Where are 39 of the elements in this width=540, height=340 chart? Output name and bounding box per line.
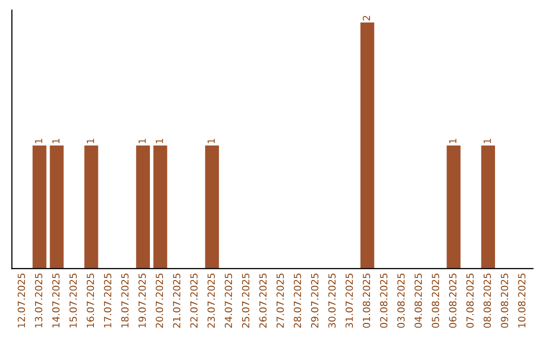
x-tick-label: 19.07.2025 <box>138 274 146 328</box>
x-tick-label: 21.07.2025 <box>172 274 180 328</box>
x-tick-label: 09.08.2025 <box>500 274 508 328</box>
x-tick-label: 03.08.2025 <box>397 274 405 328</box>
x-tick-label: 02.08.2025 <box>380 274 388 328</box>
x-tick-label: 04.08.2025 <box>414 274 422 328</box>
x-tick-label: 06.08.2025 <box>449 274 456 328</box>
data-label: 1 <box>208 138 215 144</box>
x-tick-label: 08.08.2025 <box>484 274 491 328</box>
x-tick-label: 23.07.2025 <box>208 274 215 328</box>
data-label: 1 <box>35 138 42 144</box>
x-tick-label: 26.07.2025 <box>259 274 267 328</box>
data-label: 1 <box>52 138 60 144</box>
x-tick-label: 01.08.2025 <box>362 274 370 328</box>
x-tick-label: 29.07.2025 <box>311 274 318 328</box>
data-label: 1 <box>156 138 163 144</box>
x-tick-label: 14.07.2025 <box>52 274 60 328</box>
x-tick-label: 31.07.2025 <box>346 274 353 328</box>
x-tick-label: 17.07.2025 <box>104 274 112 328</box>
data-label: 1 <box>86 138 94 144</box>
data-label: 1 <box>449 138 456 144</box>
data-label: 1 <box>484 138 491 144</box>
x-tick-label: 25.07.2025 <box>242 274 250 328</box>
x-tick-label: 07.08.2025 <box>466 274 474 328</box>
data-label: 1 <box>138 138 146 144</box>
x-tick-label: 24.07.2025 <box>224 274 232 328</box>
x-tick-label: 20.07.2025 <box>156 274 164 328</box>
x-tick-label: 13.07.2025 <box>34 274 42 328</box>
x-tick-label: 05.08.2025 <box>432 274 440 328</box>
x-tick-label: 30.07.2025 <box>328 274 336 328</box>
x-tick-label: 27.07.2025 <box>276 274 284 328</box>
x-tick-label: 15.07.2025 <box>69 274 77 328</box>
x-tick-label: 18.07.2025 <box>121 274 129 328</box>
x-tick-label: 12.07.2025 <box>18 274 26 328</box>
x-tick-label: 10.08.2025 <box>518 274 526 328</box>
x-tick-label: 22.07.2025 <box>190 274 198 328</box>
x-tick-label: 16.07.2025 <box>86 274 94 328</box>
x-tick-label: 28.07.2025 <box>294 274 302 328</box>
data-label: 2 <box>362 16 370 20</box>
